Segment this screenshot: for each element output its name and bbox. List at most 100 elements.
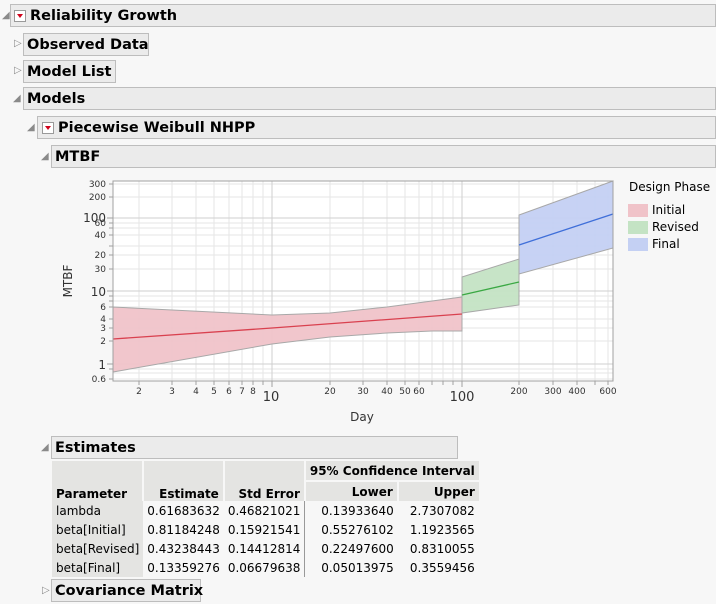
models-title: Models [27,91,86,107]
collapse-triangle-icon[interactable]: ◢ [2,10,10,21]
svg-text:100: 100 [83,211,106,225]
cell: 1.1923565 [409,522,475,537]
x-axis-label: Day [350,410,374,424]
reliability-growth-header[interactable]: Reliability Growth [10,4,716,27]
cell: beta[Initial] [52,520,144,539]
cell: 0.81184248 [147,522,220,537]
svg-text:4: 4 [100,315,106,325]
table-row: lambda 0.61683632 0.46821021 0.13933640 … [52,501,479,520]
red-triangle-menu-icon[interactable] [14,10,26,22]
svg-text:10: 10 [263,390,280,405]
legend-item-final[interactable]: Final [628,236,680,252]
initial-mtbf-line [112,313,463,340]
collapse-triangle-icon[interactable]: ◢ [41,442,49,453]
svg-text:2: 2 [136,387,142,397]
model-list-title: Model List [27,64,112,80]
svg-text:2: 2 [100,337,106,347]
legend-item-revised[interactable]: Revised [628,219,699,235]
cell: 0.05013975 [321,560,394,575]
mtbf-title: MTBF [55,149,101,165]
svg-text:6: 6 [226,387,232,397]
svg-text:1: 1 [98,358,106,372]
observed-data-header[interactable]: Observed Data [23,33,149,56]
cell: 0.61683632 [147,503,220,518]
svg-text:40: 40 [95,231,107,241]
svg-text:6: 6 [100,303,106,313]
report-title: Reliability Growth [30,8,178,24]
cell: 0.43238443 [147,541,220,556]
cell: 0.06679638 [223,558,306,577]
svg-text:10: 10 [91,285,106,299]
svg-text:8: 8 [250,387,256,397]
covariance-matrix-header[interactable]: Covariance Matrix [51,579,204,602]
cell: 0.15921541 [223,520,306,539]
revised-ci-band [461,258,520,314]
svg-text:60: 60 [95,219,107,229]
legend-item-initial[interactable]: Initial [628,202,685,218]
svg-text:200: 200 [510,387,527,397]
table-row: beta[Revised] 0.43238443 0.14412814 0.22… [52,539,479,558]
svg-text:300: 300 [89,180,106,190]
initial-ci-band [112,296,463,373]
final-mtbf-line [518,213,614,246]
estimates-header[interactable]: Estimates [51,436,458,459]
cell: 0.8310055 [409,541,475,556]
cell: 0.22497600 [321,541,394,556]
legend-swatch-revised [628,221,648,234]
table-row: beta[Initial] 0.81184248 0.15921541 0.55… [52,520,479,539]
piecewise-weibull-header[interactable]: Piecewise Weibull NHPP [37,116,716,139]
collapse-triangle-icon[interactable]: ◢ [41,151,49,162]
cell: 0.13933640 [321,503,394,518]
legend-swatch-initial [628,204,648,217]
cell: lambda [52,501,144,520]
svg-text:300: 300 [544,387,561,397]
model-list-header[interactable]: Model List [23,60,116,83]
svg-text:20: 20 [324,387,336,397]
y-axis-label: MTBF [61,264,75,297]
col-std-error: Std Error [223,461,306,501]
expand-triangle-icon[interactable]: ▷ [14,38,22,49]
svg-text:3: 3 [169,387,175,397]
collapse-triangle-icon[interactable]: ◢ [27,122,35,133]
ci-group-header: 95% Confidence Interval [304,461,479,482]
red-triangle-menu-icon[interactable] [42,122,54,134]
legend-swatch-final [628,238,648,251]
cell: 0.55276102 [321,522,394,537]
collapse-triangle-icon[interactable]: ◢ [13,93,21,104]
legend-label: Final [652,237,680,251]
svg-text:3: 3 [100,324,106,334]
col-upper: Upper [397,481,479,501]
svg-text:600: 600 [599,387,616,397]
y-axis-tick-labels: 300 200 60 40 20 30 6 43 2 0.6 [89,180,106,385]
cell: 0.3559456 [409,560,475,575]
svg-text:0.6: 0.6 [92,375,107,385]
models-header[interactable]: Models [23,87,716,110]
observed-data-title: Observed Data [27,37,149,53]
estimates-table: Parameter Estimate Std Error 95% Confide… [52,461,479,577]
col-estimate: Estimate [143,461,225,501]
cell: 0.13359276 [147,560,220,575]
table-row: beta[Final] 0.13359276 0.06679638 0.0501… [52,558,479,577]
svg-text:5: 5 [211,387,217,397]
legend-label: Revised [652,220,699,234]
legend-label: Initial [652,203,686,217]
covariance-title: Covariance Matrix [55,583,204,599]
svg-text:50: 50 [399,387,411,397]
svg-text:400: 400 [568,387,585,397]
cell: 0.46821021 [223,501,306,520]
cell: beta[Final] [52,558,144,577]
expand-triangle-icon[interactable]: ▷ [14,65,22,76]
svg-text:30: 30 [357,387,369,397]
expand-triangle-icon[interactable]: ▷ [42,585,50,596]
svg-text:4: 4 [193,387,199,397]
estimates-title: Estimates [55,440,136,456]
revised-mtbf-line [461,281,520,296]
legend-title: Design Phase [629,180,711,194]
svg-text:30: 30 [95,265,107,275]
svg-text:20: 20 [95,251,107,261]
mtbf-header[interactable]: MTBF [51,145,716,168]
cell: beta[Revised] [52,539,144,558]
svg-text:200: 200 [89,193,106,203]
